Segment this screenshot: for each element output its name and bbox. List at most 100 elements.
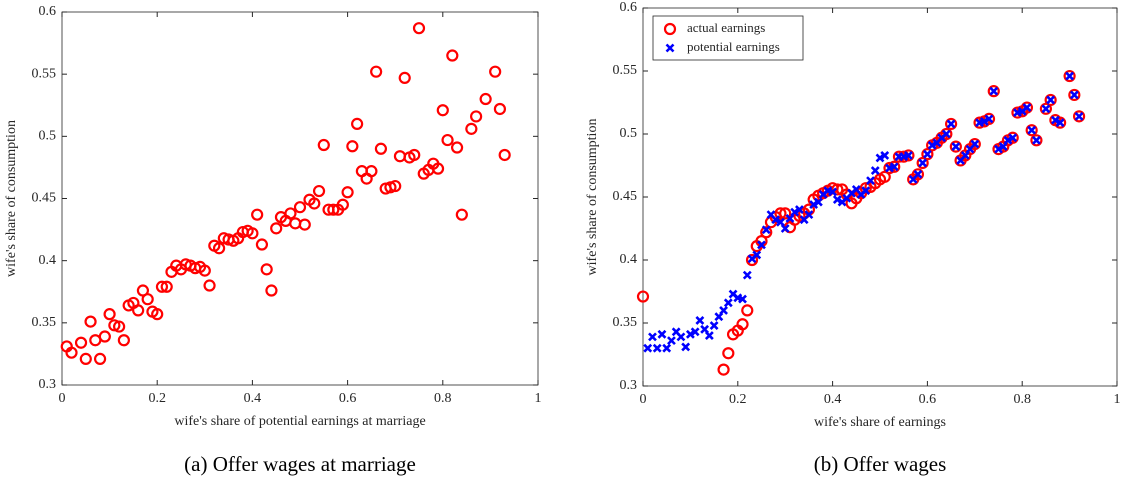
circle-marker [446,49,459,62]
x-marker [685,329,695,339]
x-axis-label: wife's share of potential earnings at ma… [174,414,425,429]
x-marker [979,116,989,126]
circle-marker [1006,131,1019,144]
circle-marker [774,207,787,220]
circle-marker [722,347,735,360]
x-tick-label: 0.8 [1013,392,1031,407]
x-tick-label: 0.4 [824,392,842,407]
legend-marker [665,43,675,53]
x-marker [861,186,871,196]
x-marker [795,205,804,215]
x-tick-label: 0.8 [434,391,452,406]
circle-marker [398,71,411,84]
circle-marker [270,222,283,235]
x-marker [1032,135,1041,145]
x-marker [643,343,653,353]
x-marker [757,240,766,250]
circle-marker [260,263,273,276]
x-marker [989,86,999,96]
x-marker [828,187,838,197]
circle-marker [745,253,759,267]
y-tick-label: 0.4 [620,252,638,267]
circle-marker [374,142,388,155]
x-marker [1027,125,1037,135]
legend-box [652,15,804,61]
circle-marker [298,218,311,231]
x-marker [761,225,771,235]
y-tick-label: 0.55 [32,66,57,81]
x-tick-label: 0 [59,391,66,406]
circle-marker [636,290,650,303]
circle-marker [489,65,502,78]
x-marker [752,250,762,260]
caption: (b) Offer wages [814,452,947,476]
circle-marker [1020,101,1034,114]
legend-label: actual earnings [687,20,765,35]
circle-marker [293,201,307,214]
y-tick-label: 0.3 [39,377,57,392]
x-marker [918,158,928,168]
x-marker [1022,103,1032,112]
x-marker [709,321,719,330]
caption: (a) Offer wages at marriage [184,452,416,476]
circle-marker [212,242,226,255]
circle-marker [351,117,364,131]
circle-marker [251,208,264,221]
x-tick-label: 0 [640,392,647,407]
x-marker [889,162,899,172]
circle-marker [284,207,297,220]
circle-marker [1072,110,1086,123]
x-marker [790,207,800,217]
circle-marker [1054,116,1067,129]
circle-marker [327,203,340,216]
x-marker [951,142,961,152]
circle-marker [79,352,92,365]
circle-marker [736,318,749,331]
y-tick-label: 0.5 [620,126,638,141]
circle-marker [132,304,145,317]
x-marker [922,149,932,159]
y-tick-label: 0.35 [32,315,57,330]
y-tick-label: 0.35 [613,315,638,330]
x-tick-label: 0.2 [729,392,747,407]
x-tick-label: 0.4 [244,391,262,406]
circle-marker [717,363,730,376]
x-tick-label: 0.2 [148,391,166,406]
x-marker [994,144,1003,154]
x-marker [1041,104,1051,114]
circle-marker [450,141,464,154]
circle-marker [968,137,981,151]
circle-marker [1063,69,1076,83]
circle-marker [944,117,958,131]
circle-marker [336,198,349,211]
y-tick-label: 0.6 [39,4,57,19]
circle-marker [779,207,792,220]
x-marker [657,329,667,339]
circle-marker [255,238,269,251]
circle-marker [84,315,97,328]
circle-marker [346,140,359,153]
y-tick-label: 0.6 [620,0,638,15]
y-axis-label: wife's share of consumption [585,119,600,276]
circle-marker [911,168,925,181]
x-marker [913,169,923,179]
circle-marker [465,122,478,135]
x-tick-label: 0.6 [339,391,357,406]
x-marker [870,166,880,175]
circle-marker [408,148,421,162]
x-marker [695,316,705,325]
circle-marker [498,148,511,162]
circle-marker [940,127,953,141]
circle-marker [65,346,78,359]
x-marker [904,151,913,160]
y-axis-label: wife's share of consumption [4,120,19,277]
x-marker [946,119,956,129]
circle-marker [93,352,107,365]
circle-marker [141,293,154,306]
x-marker [1046,95,1056,105]
x-marker [1069,90,1079,100]
y-tick-label: 0.55 [613,63,638,78]
x-marker [1074,111,1084,121]
x-marker [813,197,823,207]
circle-marker [312,184,326,198]
